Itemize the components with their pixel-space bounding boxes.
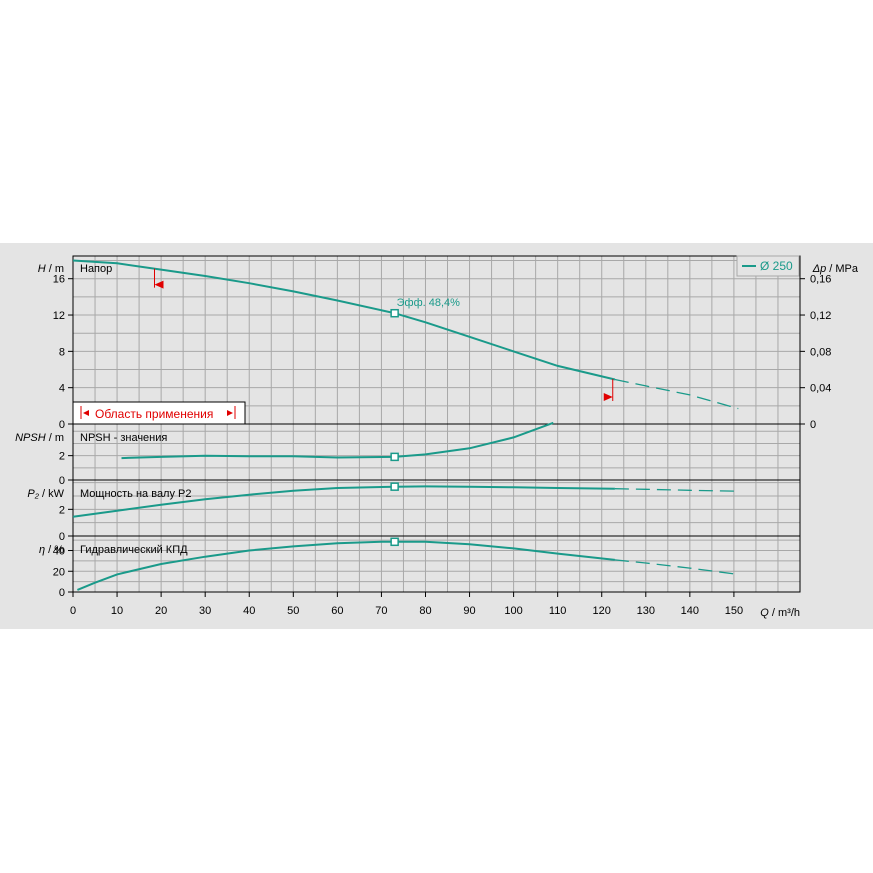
markers-layer xyxy=(154,268,614,547)
head-operating-point xyxy=(390,308,399,318)
npsh-curve xyxy=(121,421,554,460)
head-y-tick-label: 16 xyxy=(53,274,65,286)
panel-frames xyxy=(72,255,801,593)
x-tick-label: 80 xyxy=(419,605,431,617)
pressure-tick-label: 0,16 xyxy=(810,274,831,286)
power-y-tick-label: 0 xyxy=(59,531,65,543)
x-tick-label: 140 xyxy=(681,605,699,617)
pressure-tick-label: 0,04 xyxy=(810,383,831,395)
legend-label: Ø 250 xyxy=(760,259,793,273)
range-start-flag xyxy=(154,280,164,289)
npsh-y-tick-label: 0 xyxy=(59,475,65,487)
pressure-tick-label: 0,12 xyxy=(810,310,831,322)
head-y-tick-label: 8 xyxy=(59,346,65,358)
x-tick-label: 10 xyxy=(111,605,123,617)
efficiency-panel-frame xyxy=(72,535,801,593)
x-tick-label: 130 xyxy=(637,605,655,617)
power-y-axis-label: P₂ / kW xyxy=(27,488,64,500)
efficiency-annotation: Эфф. 48,4% xyxy=(397,297,461,309)
head-right-axis-label: Δp / MPa xyxy=(812,263,859,275)
npsh-panel-title: NPSH - значения xyxy=(80,432,167,444)
application-range-label: Область применения xyxy=(95,407,213,421)
x-tick-label: 70 xyxy=(375,605,387,617)
npsh-y-tick-label: 2 xyxy=(59,451,65,463)
pressure-tick-label: 0,08 xyxy=(810,346,831,358)
power-panel-title: Мощность на валу P2 xyxy=(80,488,192,500)
head-curve-extension xyxy=(614,378,739,410)
x-tick-label: 110 xyxy=(549,605,567,617)
x-tick-label: 150 xyxy=(725,605,743,617)
x-tick-label: 30 xyxy=(199,605,211,617)
power-curve xyxy=(72,485,615,518)
efficiency-y-tick-label: 0 xyxy=(59,587,65,599)
x-tick-label: 20 xyxy=(155,605,167,617)
legend-box xyxy=(736,255,800,277)
head-y-tick-label: 12 xyxy=(53,310,65,322)
x-axis-label: Q / m³/h xyxy=(760,607,800,619)
x-tick-label: 0 xyxy=(70,605,76,617)
efficiency-y-axis-label: η / % xyxy=(39,544,64,556)
legend: Ø 250 xyxy=(736,255,800,277)
head-panel-title: Напор xyxy=(80,263,112,275)
head-y-axis-label: H / m xyxy=(38,263,64,275)
head-curve xyxy=(72,259,616,381)
efficiency-y-tick-label: 40 xyxy=(53,546,65,558)
application-range-right-arrow xyxy=(227,410,233,416)
npsh-operating-point xyxy=(390,452,399,462)
application-range-left-arrow xyxy=(83,410,89,416)
npsh-y-axis-label: NPSH / m xyxy=(15,432,64,444)
x-tick-label: 40 xyxy=(243,605,255,617)
efficiency-panel-title: Гидравлический КПД xyxy=(80,544,188,556)
curves-layer xyxy=(72,259,739,591)
range-end-flag xyxy=(603,392,613,401)
application-range-frame xyxy=(72,401,246,425)
efficiency-curve xyxy=(77,540,616,591)
x-tick-label: 120 xyxy=(593,605,611,617)
power-curve-extension xyxy=(614,488,739,492)
x-tick-label: 50 xyxy=(287,605,299,617)
x-tick-label: 100 xyxy=(504,605,522,617)
head-y-tick-label: 0 xyxy=(59,419,65,431)
tick-labels: 0 10 20 30 40 50 60 70 80 90 100 110 120 130 140 150048… xyxy=(53,274,832,617)
head-y-tick-label: 4 xyxy=(59,383,65,395)
x-tick-label: 60 xyxy=(331,605,343,617)
efficiency-y-tick-label: 20 xyxy=(53,566,65,578)
pressure-tick-label: 0 xyxy=(810,419,816,431)
chart-background xyxy=(0,243,873,629)
x-tick-label: 90 xyxy=(463,605,475,617)
power-operating-point xyxy=(390,482,399,491)
power-y-tick-label: 2 xyxy=(59,504,65,516)
efficiency-operating-point xyxy=(390,537,399,547)
efficiency-curve-extension xyxy=(614,559,739,576)
application-range-box: Область применения xyxy=(72,401,246,425)
